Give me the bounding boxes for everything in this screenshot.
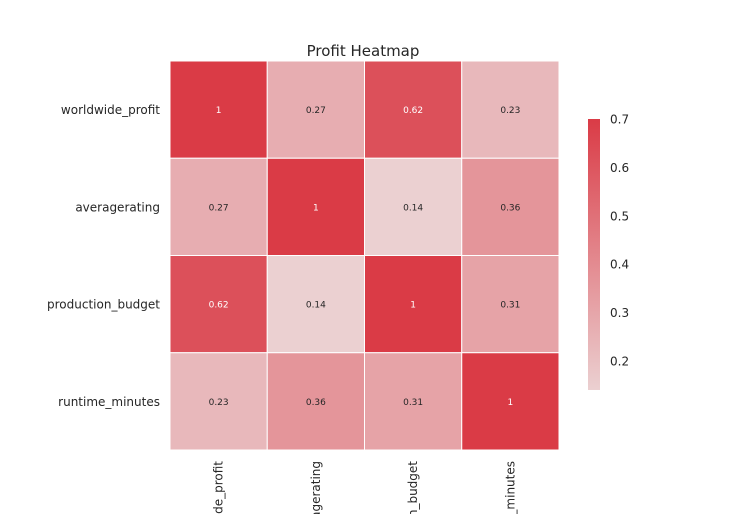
heatmap-cell-label: 0.62 [209,301,229,311]
colorbar-tick-label: 0.2 [610,354,629,368]
colorbar-tick-label: 0.7 [610,113,629,127]
column-label: agerating [309,461,323,514]
heatmap-cell-label: 1 [508,398,514,408]
heatmap-cell [266,60,365,159]
heatmap-cell [364,60,463,159]
heatmap-cell [266,352,365,451]
heatmap-cell-label: 0.36 [500,203,520,213]
colorbar-tick-label: 0.6 [610,161,629,175]
row-labels: worldwide_profit averagerating production_… [47,103,160,409]
column-labels: ide_profit agerating n_budget _minutes [212,461,518,514]
heatmap-cell-label: 0.31 [500,301,520,311]
heatmap-cell-label: 0.14 [403,203,423,213]
colorbar-ticks: 0.2 0.3 0.4 0.5 0.6 0.7 [610,113,629,369]
heatmap-cell-label: 0.31 [403,398,423,408]
heatmap-cell [461,255,560,354]
row-label: averagerating [75,200,160,214]
heatmap-cell-label: 1 [410,301,416,311]
heatmap-cell-label: 0.36 [306,398,326,408]
heatmap-cell [461,60,560,159]
column-label: n_budget [406,461,420,514]
heatmap-cell [169,157,268,256]
row-label: production_budget [47,298,160,312]
colorbar: 0.2 0.3 0.4 0.5 0.6 0.7 [588,113,629,390]
heatmap-cell-label: 0.23 [209,398,229,408]
heatmap-cell [169,60,268,159]
heatmap-cell [364,352,463,451]
heatmap-cell [266,157,365,256]
heatmap-cell-label: 1 [313,203,319,213]
heatmap-cell [266,255,365,354]
heatmap-cell-label: 0.27 [209,203,229,213]
heatmap-cell-label: 0.23 [500,106,520,116]
row-label: runtime_minutes [58,395,160,409]
heatmap-cell-label: 0.14 [306,301,326,311]
column-label: _minutes [503,461,517,514]
heatmap-cell [461,157,560,256]
heatmap-cell [169,352,268,451]
heatmap-cell-labels: 1 0.27 0.62 0.23 0.27 1 0.14 0.36 0.62 0.14 1 0.31 0… [209,106,521,408]
heatmap-cell-label: 0.62 [403,106,423,116]
heatmap-cell-label: 1 [216,106,222,116]
colorbar-tick-label: 0.5 [610,209,629,223]
colorbar-tick-label: 0.4 [610,258,629,272]
chart-title: Profit Heatmap [307,42,420,60]
colorbar-gradient [588,119,600,390]
column-label: ide_profit [212,461,226,514]
row-label: worldwide_profit [61,103,160,117]
colorbar-tick-label: 0.3 [610,306,629,320]
heatmap-cell [461,352,560,451]
heatmap-cell-label: 0.27 [306,106,326,116]
heatmap-cells [169,60,560,451]
